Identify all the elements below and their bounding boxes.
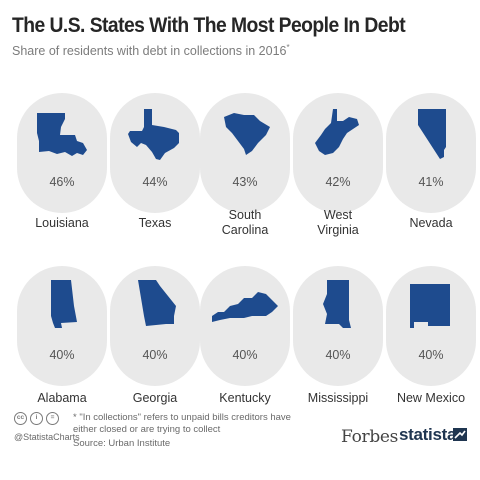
state-tile: 46% — [17, 93, 107, 213]
state-label: Georgia — [132, 391, 178, 405]
value-label: 40% — [49, 348, 75, 362]
state-tile: 40% — [110, 266, 200, 386]
state-tile: 42% — [293, 93, 383, 213]
state-tile: 40% — [17, 266, 107, 386]
subtitle-text: Share of residents with debt in collecti… — [12, 44, 287, 59]
state-label: Alabama — [37, 391, 87, 405]
source-note: Source: Urban Institute — [73, 438, 171, 449]
state-tile: 41% — [386, 93, 476, 213]
texas-shape-icon — [128, 109, 179, 160]
state-label: Louisiana — [35, 216, 89, 230]
state-label: Nevada — [409, 216, 453, 230]
footnote: * "In collections" refers to unpaid bill… — [73, 412, 291, 435]
state-tile: 40% — [200, 266, 290, 386]
state-label: New Mexico — [396, 391, 466, 405]
value-label: 44% — [142, 175, 168, 189]
attribution-icon: i — [30, 412, 43, 425]
statista-mark-icon — [453, 428, 467, 441]
state-tile: 40% — [293, 266, 383, 386]
state-tile: 43% — [200, 93, 290, 213]
state-label: West Virginia — [317, 208, 359, 237]
chart-subtitle: Share of residents with debt in collecti… — [12, 43, 290, 58]
state-label: Kentucky — [219, 391, 271, 405]
chart-title: The U.S. States With The Most People In … — [12, 14, 406, 37]
south-carolina-shape-icon — [224, 113, 270, 155]
statista-handle: @StatistaCharts — [14, 432, 80, 442]
new-mexico-shape-icon — [410, 284, 450, 328]
state-tile: 44% — [110, 93, 200, 213]
alabama-shape-icon — [51, 280, 77, 328]
value-label: 40% — [418, 348, 444, 362]
no-derivatives-icon: = — [46, 412, 59, 425]
state-label: South Carolina — [221, 208, 269, 237]
west-virginia-shape-icon — [315, 109, 359, 155]
value-label: 42% — [325, 175, 351, 189]
value-label: 46% — [49, 175, 75, 189]
state-label: Mississippi — [307, 391, 369, 405]
value-label: 41% — [418, 175, 444, 189]
mississippi-shape-icon — [323, 280, 351, 328]
forbes-logo: Forbes — [341, 427, 399, 447]
value-label: 40% — [142, 348, 168, 362]
state-label: Texas — [138, 216, 172, 230]
state-tile: 40% — [386, 266, 476, 386]
cc-icon: cc — [14, 412, 27, 425]
value-label: 40% — [325, 348, 351, 362]
value-label: 40% — [232, 348, 258, 362]
georgia-shape-icon — [138, 280, 176, 326]
kentucky-shape-icon — [212, 292, 278, 322]
value-label: 43% — [232, 175, 258, 189]
subtitle-footnote-marker: * — [286, 43, 290, 52]
statista-logo: statista — [399, 425, 457, 444]
louisiana-shape-icon — [37, 113, 87, 156]
nevada-shape-icon — [418, 109, 446, 159]
